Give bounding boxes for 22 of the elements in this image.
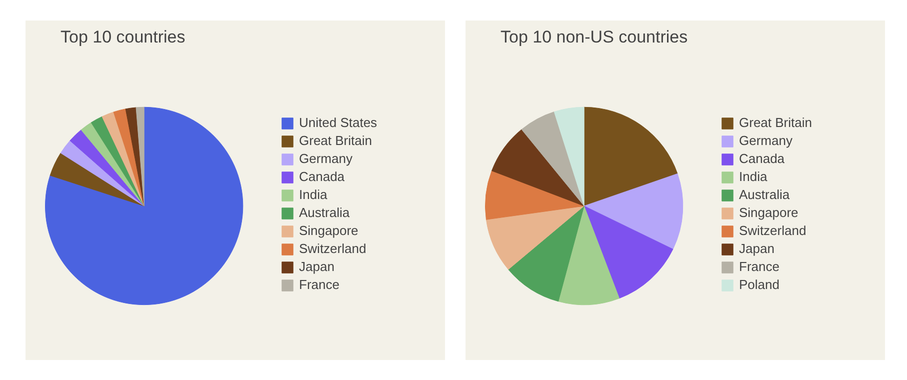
legend-label: Singapore [299,223,358,238]
legend-label: India [739,169,768,184]
legend-label: Australia [299,205,350,220]
legend-label: Great Britain [739,115,812,130]
legend-label: Canada [739,151,785,166]
legend-label: Singapore [739,205,798,220]
legend-label: France [739,259,780,274]
legend-label: Switzerland [739,223,806,238]
legend-label: France [299,277,340,292]
legend-label: Germany [299,151,352,166]
legend-label: Poland [739,277,780,292]
chart-title: Top 10 countries [60,28,186,46]
legend-label: Great Britain [299,133,372,148]
legend-label: Japan [739,241,774,256]
chart-title: Top 10 non-US countries [500,28,688,46]
legend-label: Switzerland [299,241,366,256]
legend-label: Canada [299,169,345,184]
legend-label: United States [299,115,378,130]
legend-label: Japan [299,259,334,274]
legend-label: India [299,187,328,202]
legend-label: Australia [739,187,790,202]
legend-label: Germany [739,133,792,148]
